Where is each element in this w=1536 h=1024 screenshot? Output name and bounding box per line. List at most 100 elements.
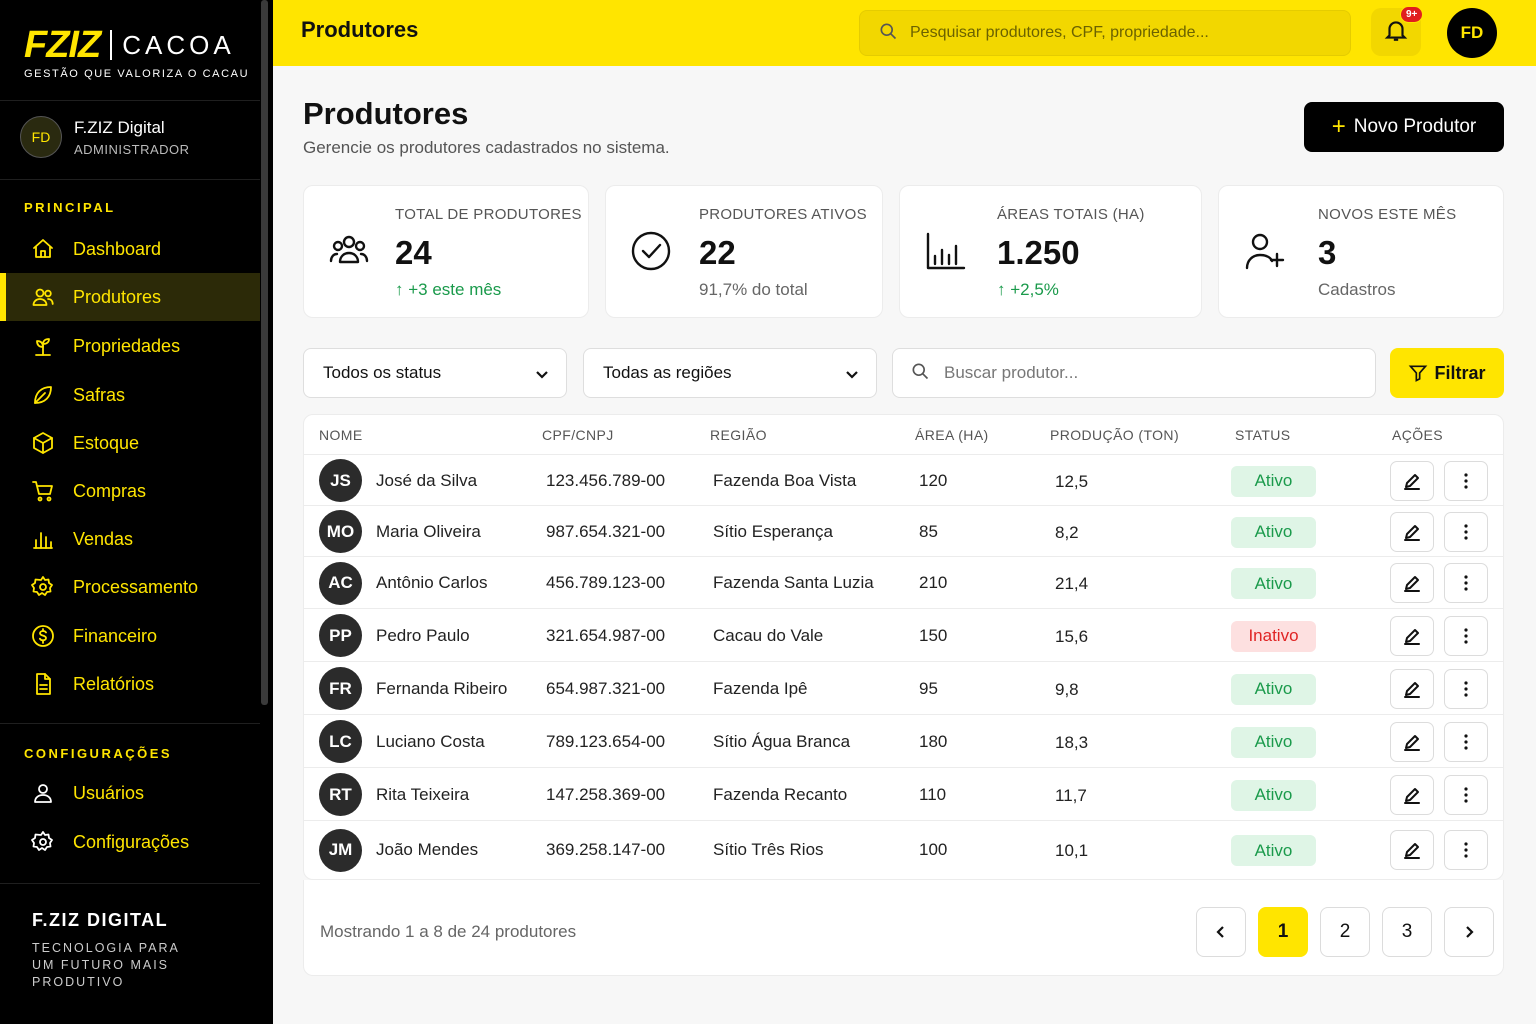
notification-badge: 9+ <box>1400 6 1424 23</box>
global-search-input[interactable] <box>910 24 1330 42</box>
filter-icon <box>1409 365 1428 382</box>
divider <box>0 100 260 101</box>
box-icon <box>30 430 56 456</box>
sidebar-item-propriedades[interactable]: Propriedades <box>0 322 260 370</box>
sidebar: FZIZ CACOA GESTÃO QUE VALORIZA O CACAU F… <box>0 0 273 1024</box>
avatar: JM <box>319 828 362 872</box>
sidebar-item-financeiro[interactable]: Financeiro <box>0 612 260 660</box>
producer-region: Fazenda Boa Vista <box>713 470 857 490</box>
sidebar-item-label: Compras <box>73 480 147 501</box>
table-row[interactable]: AC Antônio Carlos 456.789.123-00 Fazenda Sa… <box>304 557 1503 609</box>
sidebar-item-estoque[interactable]: Estoque <box>0 419 260 467</box>
cart-icon <box>30 478 56 504</box>
more-actions-button[interactable] <box>1444 774 1488 815</box>
section-label-configuracoes: CONFIGURAÇÕES <box>24 746 173 761</box>
sidebar-item-configuracoes[interactable]: Configurações <box>0 818 260 866</box>
section-label-principal: PRINCIPAL <box>24 200 116 215</box>
sidebar-item-label: Processamento <box>73 576 199 597</box>
sidebar-item-compras[interactable]: Compras <box>0 467 260 515</box>
table-row[interactable]: MO Maria Oliveira 987.654.321-00 Sítio Espe… <box>304 506 1503 557</box>
sidebar-item-processamento[interactable]: Processamento <box>0 563 260 611</box>
more-actions-button[interactable] <box>1444 511 1488 552</box>
status-select[interactable]: Todos os status <box>303 348 567 398</box>
sidebar-scrollbar[interactable] <box>261 0 268 705</box>
stat-sub-text: +3 este mês <box>408 280 502 299</box>
more-vertical-icon <box>1464 523 1468 540</box>
search-icon <box>910 361 930 386</box>
page-button-2[interactable]: 2 <box>1320 907 1370 957</box>
producer-area: 120 <box>919 470 948 490</box>
sidebar-item-usuarios[interactable]: Usuários <box>0 769 260 817</box>
producer-search[interactable] <box>892 348 1376 398</box>
producer-production: 10,1 <box>1055 841 1089 860</box>
edit-button[interactable] <box>1390 774 1434 815</box>
producer-region: Sítio Três Rios <box>713 840 824 859</box>
region-select[interactable]: Todas as regiões <box>583 348 877 398</box>
sidebar-item-dashboard[interactable]: Dashboard <box>0 225 260 273</box>
prev-page-button[interactable] <box>1196 907 1246 957</box>
table-row[interactable]: PP Pedro Paulo 321.654.987-00 Cacau do Vale… <box>304 609 1503 662</box>
more-actions-button[interactable] <box>1444 668 1488 709</box>
edit-button[interactable] <box>1390 830 1434 870</box>
more-actions-button[interactable] <box>1444 721 1488 762</box>
column-header: CPF/CNPJ <box>542 427 614 443</box>
producer-region: Fazenda Recanto <box>713 784 848 804</box>
edit-button[interactable] <box>1390 615 1434 656</box>
user-profile[interactable]: FD F.ZIZ Digital ADMINISTRADOR <box>20 116 190 158</box>
global-search[interactable] <box>859 10 1351 56</box>
sidebar-item-produtores[interactable]: Produtores <box>0 273 260 321</box>
edit-button[interactable] <box>1390 460 1434 501</box>
search-icon <box>878 21 898 46</box>
table-row[interactable]: JS José da Silva 123.456.789-00 Fazenda Boa… <box>304 455 1503 506</box>
more-vertical-icon <box>1464 472 1468 489</box>
filter-button[interactable]: Filtrar <box>1390 348 1504 398</box>
status-badge: Ativo <box>1231 465 1316 497</box>
stat-sub: ↑ +3 este mês <box>395 280 501 300</box>
producer-production: 11,7 <box>1055 785 1087 805</box>
sidebar-item-label: Produtores <box>73 286 162 307</box>
edit-button[interactable] <box>1390 721 1434 762</box>
table-row[interactable]: LC Luciano Costa 789.123.654-00 Sítio Água … <box>304 715 1503 768</box>
column-header: NOME <box>319 427 363 443</box>
table-row[interactable]: JM João Mendes 369.258.147-00 Sítio Três Ri… <box>304 821 1503 879</box>
edit-button[interactable] <box>1390 563 1434 603</box>
more-actions-button[interactable] <box>1444 615 1488 656</box>
brand-logo: FZIZ CACOA GESTÃO QUE VALORIZA O CACAU <box>24 26 254 80</box>
more-actions-button[interactable] <box>1444 563 1488 603</box>
more-vertical-icon <box>1464 680 1468 697</box>
sidebar-item-label: Estoque <box>73 432 140 453</box>
avatar[interactable]: FD <box>1447 8 1497 58</box>
more-actions-button[interactable] <box>1444 830 1488 870</box>
producer-doc: 789.123.654-00 <box>546 731 666 751</box>
producer-region: Fazenda Ipê <box>713 678 808 698</box>
page-button-1[interactable]: 1 <box>1258 907 1308 957</box>
stat-label: TOTAL DE PRODUTORES <box>395 206 582 223</box>
edit-button[interactable] <box>1390 511 1434 552</box>
more-actions-button[interactable] <box>1444 460 1488 501</box>
status-badge: Ativo <box>1231 835 1316 866</box>
producer-search-input[interactable] <box>944 363 1344 383</box>
producer-name: Rita Teixeira <box>376 784 470 804</box>
table-row[interactable]: RT Rita Teixeira 147.258.369-00 Fazenda Rec… <box>304 768 1503 821</box>
next-page-button[interactable] <box>1444 907 1494 957</box>
more-vertical-icon <box>1464 786 1468 803</box>
producer-region: Sítio Água Branca <box>713 731 851 751</box>
producer-area: 180 <box>919 731 948 751</box>
stat-card-novos: NOVOS ESTE MÊS 3 Cadastros <box>1218 185 1504 318</box>
edit-button[interactable] <box>1390 668 1434 709</box>
table-row[interactable]: FR Fernanda Ribeiro 654.987.321-00 Fazenda … <box>304 662 1503 715</box>
producer-name: José da Silva <box>376 470 478 490</box>
users-icon <box>326 228 372 274</box>
new-producer-button[interactable]: + Novo Produtor <box>1304 102 1504 152</box>
arrow-up-icon: ↑ <box>997 280 1011 299</box>
new-producer-label: Novo Produtor <box>1353 116 1477 137</box>
sidebar-item-vendas[interactable]: Vendas <box>0 515 260 563</box>
stat-sub-text: Cadastros <box>1318 280 1396 299</box>
sidebar-footer: F.ZIZ DIGITAL TECNOLOGIA PARA UM FUTURO … <box>32 910 182 991</box>
sidebar-item-safras[interactable]: Safras <box>0 371 260 419</box>
stat-sub-text: +2,5% <box>1010 280 1059 299</box>
stat-label: PRODUTORES ATIVOS <box>699 206 867 223</box>
page-button-3[interactable]: 3 <box>1382 907 1432 957</box>
sidebar-item-relatorios[interactable]: Relatórios <box>0 660 260 708</box>
user-name: F.ZIZ Digital <box>74 117 165 137</box>
